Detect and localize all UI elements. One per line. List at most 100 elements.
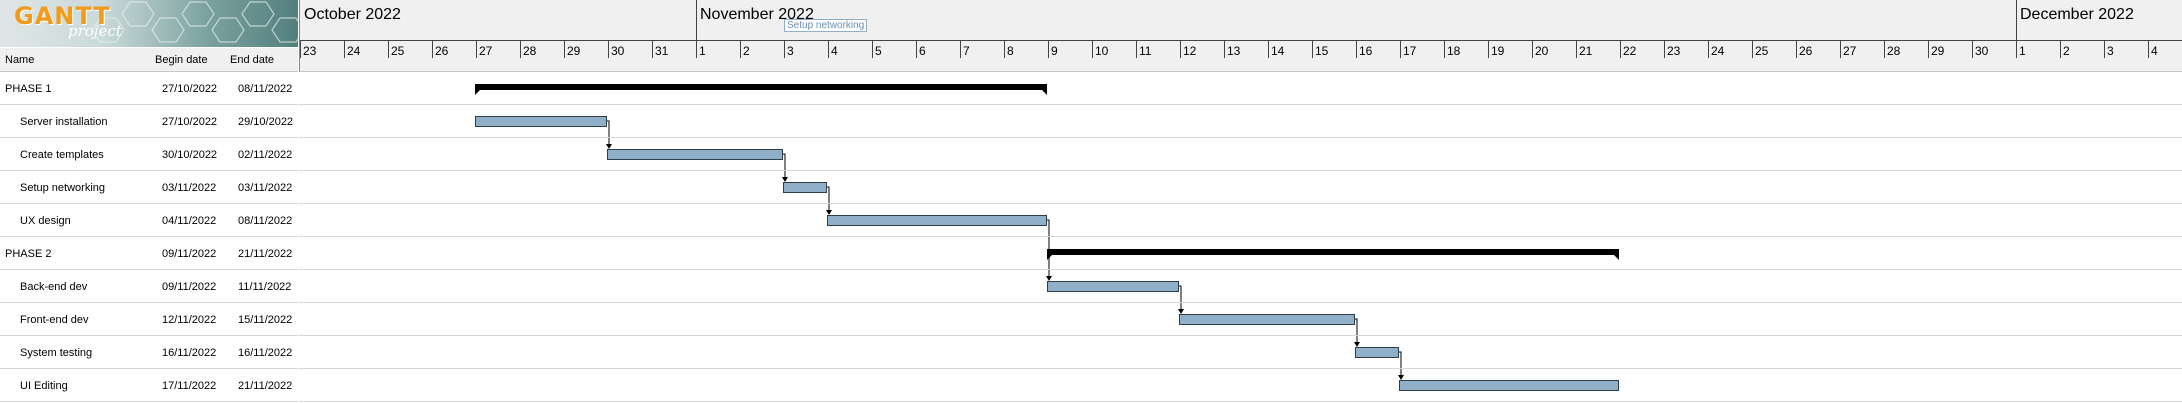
dependency-arrowhead	[606, 144, 612, 149]
day-label: 31	[655, 44, 669, 58]
day-tick	[1752, 40, 1753, 58]
task-name[interactable]: Back-end dev	[20, 281, 88, 293]
task-bar[interactable]	[827, 215, 1047, 226]
day-tick	[476, 40, 477, 58]
day-label: 21	[1579, 44, 1593, 58]
task-name[interactable]: PHASE 2	[5, 248, 52, 260]
task-row[interactable]: Server installation 27/10/2022 29/10/2022	[0, 105, 298, 138]
task-name[interactable]: PHASE 1	[5, 83, 52, 95]
row-grid-line	[299, 137, 2182, 138]
day-tick	[1620, 40, 1621, 58]
column-header-begin-date[interactable]: Begin date	[155, 54, 208, 66]
task-begin-date: 27/10/2022	[162, 83, 218, 95]
task-begin-date: 03/11/2022	[162, 182, 217, 194]
day-label: 2	[2063, 44, 2070, 58]
day-tick	[1532, 40, 1533, 58]
day-tick	[696, 40, 697, 58]
row-grid-line	[299, 269, 2182, 270]
day-tick	[1488, 40, 1489, 58]
phase-summary-bar[interactable]	[475, 84, 1047, 95]
day-tick	[432, 40, 433, 58]
task-row[interactable]: PHASE 1 27/10/2022 08/11/2022	[0, 72, 298, 105]
day-label: 1	[699, 44, 706, 58]
task-name[interactable]: Create templates	[20, 149, 104, 161]
day-tick	[1004, 40, 1005, 58]
task-begin-date: 27/10/2022	[162, 116, 218, 128]
task-end-date: 15/11/2022	[238, 314, 293, 326]
day-tick	[1400, 40, 1401, 58]
task-bar[interactable]	[783, 182, 827, 193]
day-label: 27	[1843, 44, 1857, 58]
day-tick	[784, 40, 785, 58]
day-label: 4	[2151, 44, 2158, 58]
row-grid-line	[299, 236, 2182, 237]
day-label: 3	[787, 44, 794, 58]
task-row[interactable]: PHASE 2 09/11/2022 21/11/2022	[0, 237, 298, 270]
dependency-arrowhead	[1398, 375, 1404, 380]
day-label: 6	[919, 44, 926, 58]
task-row[interactable]: UX design 04/11/2022 08/11/2022	[0, 204, 298, 237]
day-tick	[300, 40, 301, 58]
row-grid-line	[299, 302, 2182, 303]
task-table-header: Name Begin date End date	[0, 48, 298, 72]
task-bar[interactable]	[1399, 380, 1619, 391]
task-bar[interactable]	[1047, 281, 1179, 292]
day-label: 10	[1095, 44, 1109, 58]
dependency-line	[827, 186, 830, 212]
day-label: 30	[1975, 44, 1989, 58]
day-label: 24	[347, 44, 361, 58]
row-grid-line	[299, 335, 2182, 336]
dependency-line	[1355, 318, 1358, 344]
column-header-end-date[interactable]: End date	[230, 54, 275, 66]
dependency-line	[1399, 351, 1402, 377]
task-row[interactable]: Setup networking 03/11/2022 03/11/2022	[0, 171, 298, 204]
logo-subtitle: project	[68, 22, 122, 40]
task-begin-date: 17/11/2022	[162, 380, 217, 392]
day-label: 4	[831, 44, 838, 58]
task-begin-date: 12/11/2022	[162, 314, 217, 326]
day-tick	[344, 40, 345, 58]
task-bar[interactable]	[1355, 347, 1399, 358]
day-label: 29	[1931, 44, 1945, 58]
task-row[interactable]: System testing 16/11/2022 16/11/2022	[0, 336, 298, 369]
month-label: November 2022	[700, 6, 814, 23]
day-label: 20	[1535, 44, 1549, 58]
day-tick	[564, 40, 565, 58]
task-end-date: 11/11/2022	[238, 281, 292, 293]
dependency-arrowhead	[1046, 276, 1052, 281]
task-name[interactable]: System testing	[20, 347, 93, 359]
logo-title: GANTT	[14, 2, 111, 30]
day-tick	[960, 40, 961, 58]
task-row[interactable]: UI Editing 17/11/2022 21/11/2022	[0, 369, 298, 402]
dependency-arrowhead	[1354, 342, 1360, 347]
task-end-date: 08/11/2022	[238, 215, 293, 227]
day-label: 26	[1799, 44, 1813, 58]
timeline-header: 23 24 25 26 27 28 29 30 31 1 2 3 4 5 6 7 8 9 10 11 12 13 14 15 1…	[299, 0, 2182, 72]
task-begin-date: 09/11/2022	[162, 281, 217, 293]
day-label: 7	[963, 44, 970, 58]
task-name[interactable]: UX design	[20, 215, 71, 227]
task-row[interactable]: Create templates 30/10/2022 02/11/2022	[0, 138, 298, 171]
task-bar[interactable]	[607, 149, 783, 160]
task-name[interactable]: Front-end dev	[20, 314, 89, 326]
task-name[interactable]: Setup networking	[20, 182, 105, 194]
task-end-date: 08/11/2022	[238, 83, 293, 95]
day-tick	[2060, 40, 2061, 58]
day-label: 22	[1623, 44, 1637, 58]
day-tick	[1840, 40, 1841, 58]
row-grid-line	[299, 401, 2182, 402]
column-header-name[interactable]: Name	[5, 54, 35, 66]
task-bar[interactable]	[1179, 314, 1355, 325]
day-label: 15	[1315, 44, 1329, 58]
task-hover-tooltip: Setup networking	[784, 19, 868, 32]
task-name[interactable]: UI Editing	[20, 380, 68, 392]
task-bar[interactable]	[475, 116, 607, 127]
task-name[interactable]: Server installation	[20, 116, 108, 128]
phase-summary-bar[interactable]	[1047, 249, 1619, 260]
month-separator	[2016, 0, 2017, 40]
task-row[interactable]: Front-end dev 12/11/2022 15/11/2022	[0, 303, 298, 336]
task-row[interactable]: Back-end dev 09/11/2022 11/11/2022	[0, 270, 298, 303]
task-end-date: 02/11/2022	[238, 149, 293, 161]
day-tick	[1884, 40, 1885, 58]
logo-hex-pattern-icon	[91, 1, 298, 43]
